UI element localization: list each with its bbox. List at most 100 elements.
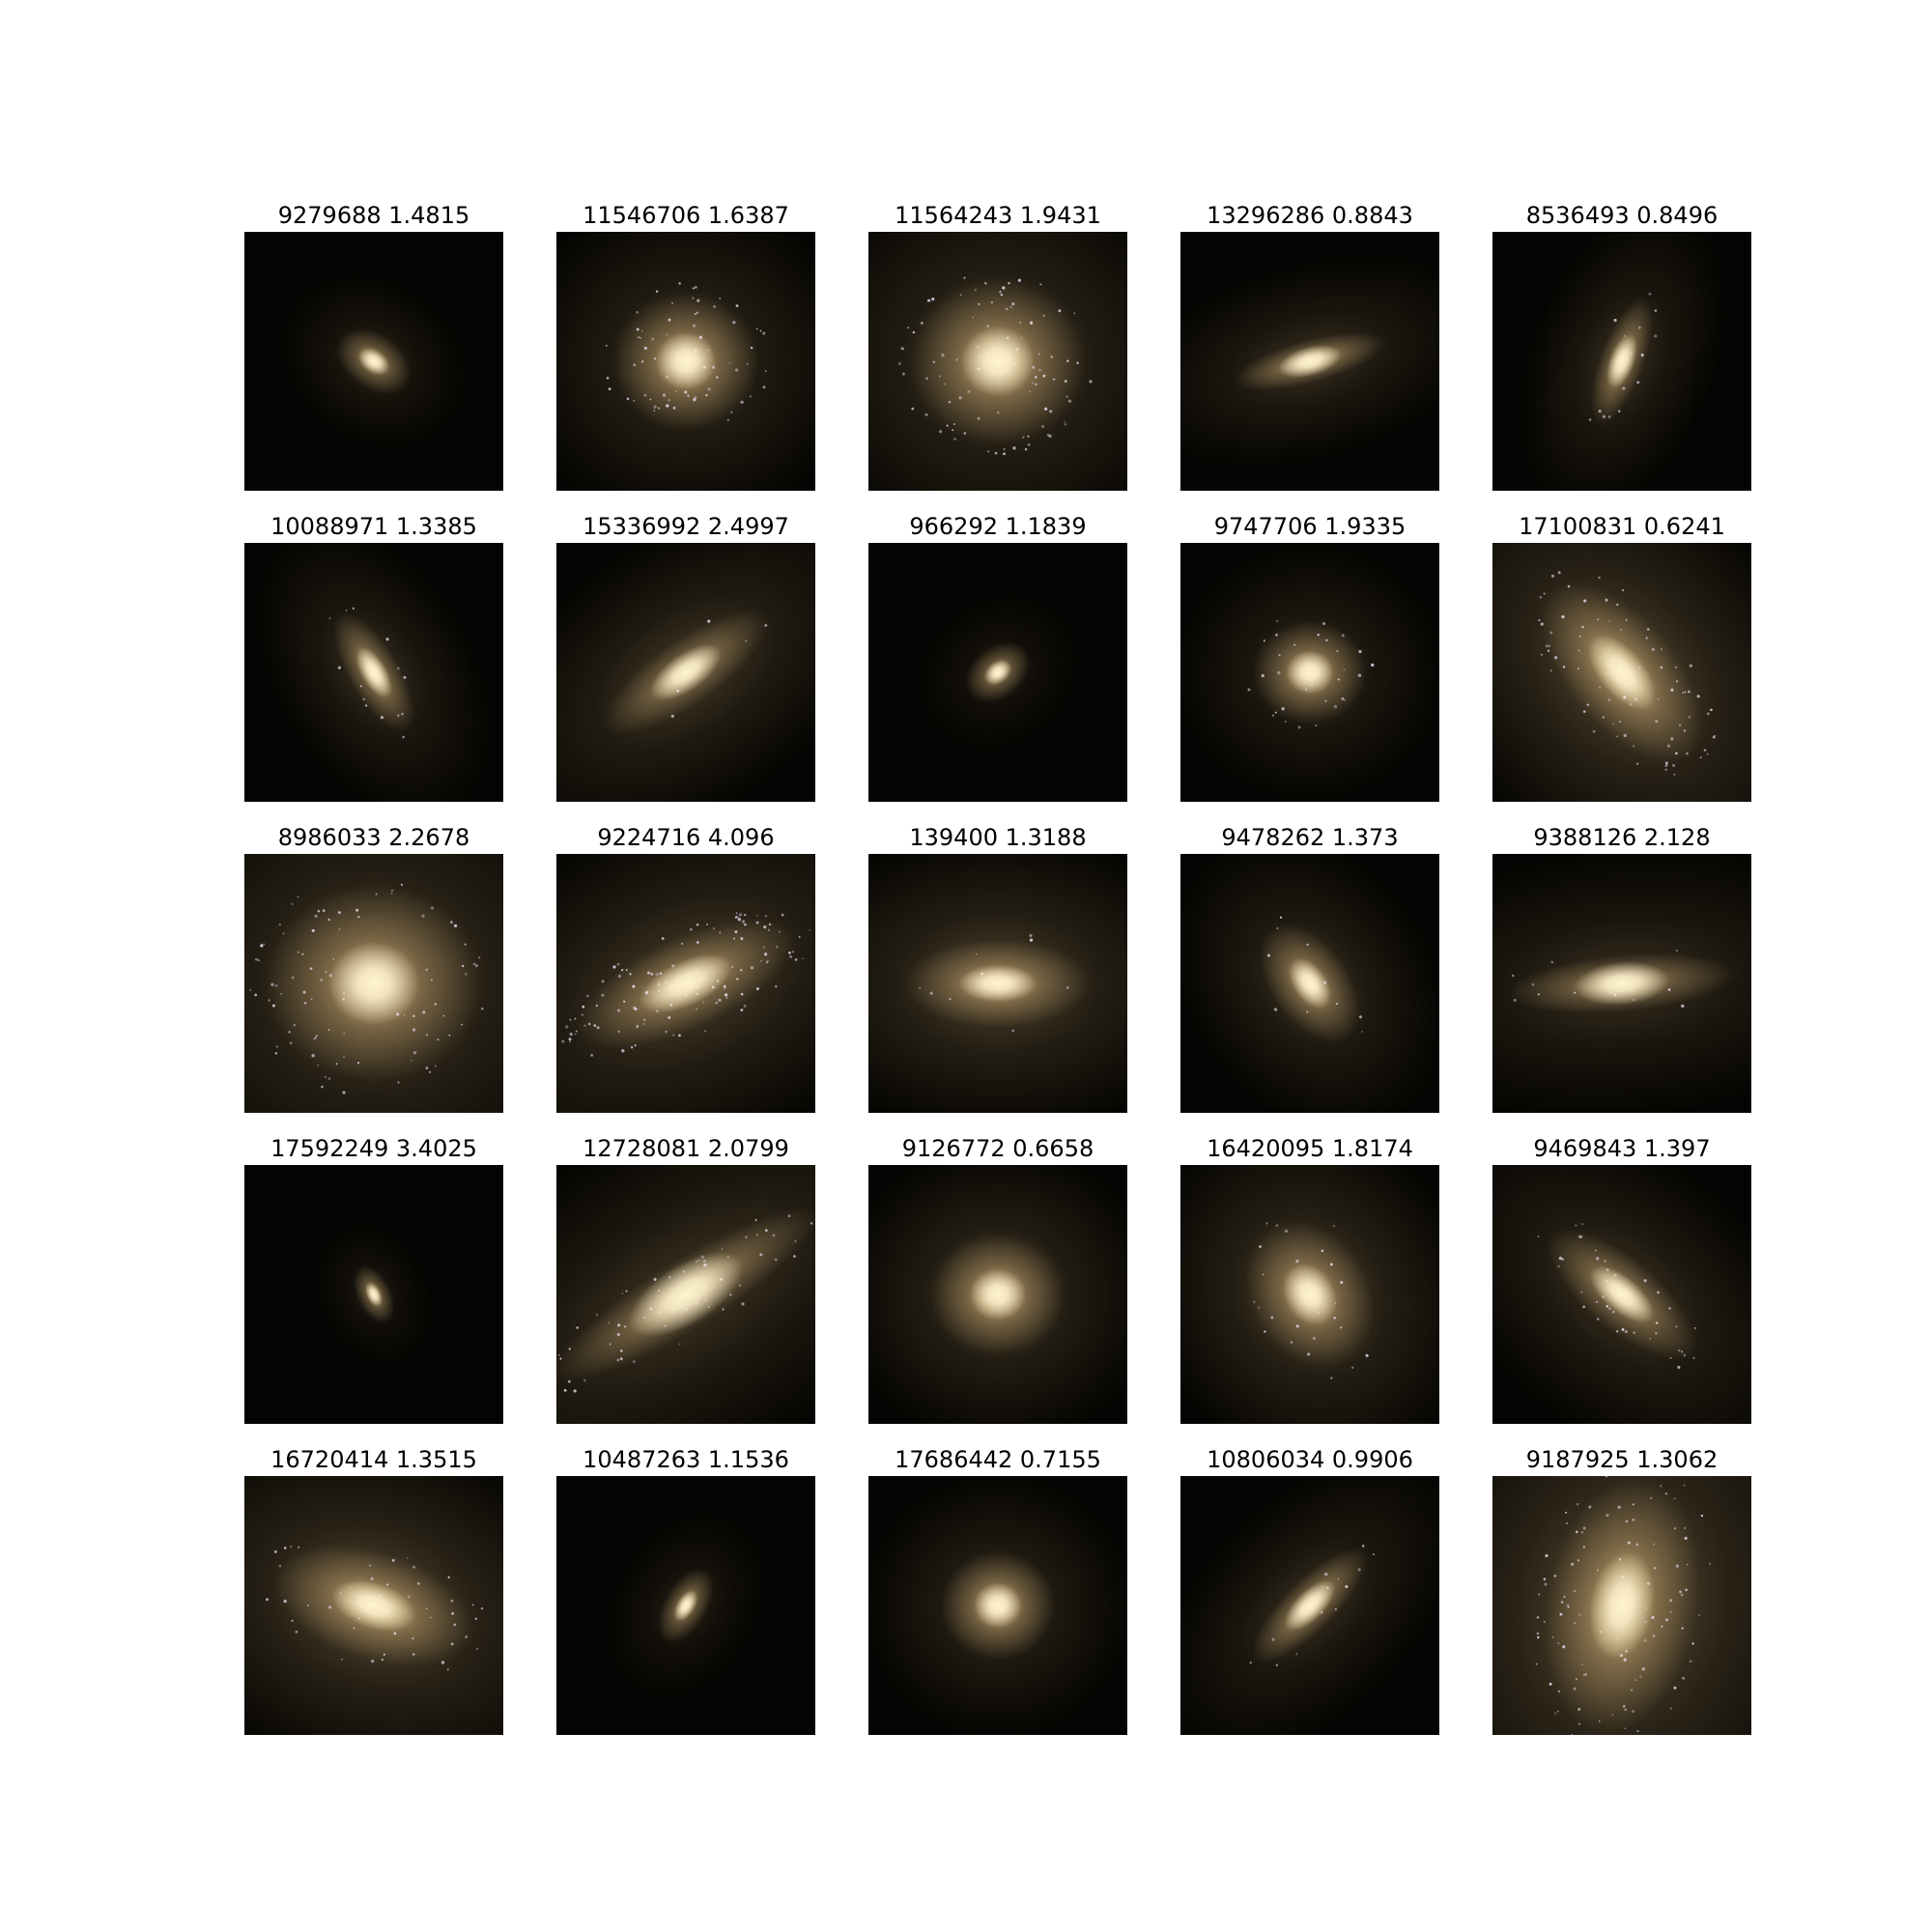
panel-title: 13296286 0.8843: [1142, 201, 1478, 230]
star-cluster: [696, 299, 699, 302]
star-cluster: [1358, 650, 1361, 653]
star-cluster: [1058, 309, 1061, 312]
star-cluster: [342, 1091, 345, 1094]
panel-title: 9388126 2.128: [1454, 823, 1790, 852]
star-cluster: [663, 393, 666, 396]
star-cluster: [320, 979, 323, 981]
star-cluster: [333, 958, 335, 960]
star-cluster: [729, 362, 731, 364]
galaxy-image: [1180, 854, 1439, 1113]
star-cluster: [730, 412, 732, 413]
galaxy-render: [868, 232, 1127, 491]
galaxy-image: [868, 1165, 1127, 1424]
galaxy-render: [1180, 543, 1439, 802]
galaxy-render: [868, 1476, 1127, 1735]
star-cluster: [301, 953, 303, 955]
star-cluster: [401, 884, 403, 886]
star-cluster: [919, 987, 921, 989]
galaxy-render: [1492, 232, 1751, 491]
star-cluster: [1344, 668, 1346, 670]
star-cluster: [276, 1045, 278, 1047]
star-cluster: [927, 299, 930, 302]
star-cluster: [732, 321, 735, 324]
star-cluster: [1019, 322, 1021, 324]
star-cluster: [327, 919, 329, 921]
galaxy-render: [1492, 854, 1751, 1113]
star-cluster: [376, 894, 378, 895]
star-cluster: [673, 407, 676, 410]
galaxy-render: [1180, 232, 1439, 491]
star-cluster: [666, 333, 668, 335]
star-cluster: [898, 362, 901, 365]
star-cluster: [1011, 302, 1014, 305]
galaxy-render: [1180, 1476, 1439, 1735]
star-cluster: [687, 395, 689, 397]
star-cluster: [1035, 376, 1037, 378]
galaxy-core: [961, 327, 1036, 397]
star-cluster: [1341, 697, 1344, 700]
star-cluster: [907, 327, 909, 328]
star-cluster: [1066, 360, 1068, 362]
star-cluster: [1009, 306, 1011, 308]
star-cluster: [1003, 453, 1006, 456]
panel-title: 9469843 1.397: [1454, 1134, 1790, 1163]
galaxy-image: [556, 1165, 815, 1424]
star-cluster: [1028, 443, 1031, 446]
star-cluster: [290, 1041, 293, 1044]
star-cluster: [478, 956, 480, 958]
star-cluster: [950, 998, 952, 1000]
star-cluster: [1066, 986, 1069, 989]
panel-title: 17100831 0.6241: [1454, 512, 1790, 541]
star-cluster: [1272, 715, 1274, 717]
galaxy-render: [244, 543, 503, 802]
star-cluster: [310, 967, 313, 970]
star-cluster: [1053, 378, 1055, 380]
star-cluster: [391, 890, 394, 893]
star-cluster: [933, 361, 935, 363]
star-cluster: [973, 317, 975, 319]
star-cluster: [762, 332, 765, 335]
panel-title: 12728081 2.0799: [518, 1134, 854, 1163]
galaxy-core: [958, 965, 1037, 1003]
star-cluster: [1293, 643, 1295, 645]
star-cluster: [693, 287, 695, 289]
galaxy-render: [556, 1476, 815, 1735]
star-cluster: [1048, 435, 1051, 438]
star-cluster: [644, 347, 647, 350]
star-cluster: [956, 359, 958, 361]
star-cluster: [997, 412, 1000, 414]
star-cluster: [747, 363, 749, 365]
star-cluster: [1342, 634, 1345, 637]
star-cluster: [736, 304, 739, 307]
star-cluster: [355, 909, 358, 912]
star-cluster: [431, 979, 433, 980]
panel-title: 966292 1.1839: [830, 512, 1166, 541]
galaxy-render: [244, 854, 503, 1113]
galaxy-image: [1180, 1476, 1439, 1735]
star-cluster: [929, 992, 932, 995]
star-cluster: [280, 993, 282, 995]
star-cluster: [1358, 674, 1361, 677]
star-cluster: [1065, 380, 1067, 383]
galaxy-image: [556, 232, 815, 491]
star-cluster: [422, 1010, 425, 1013]
star-cluster: [1285, 721, 1287, 723]
star-cluster: [1068, 400, 1071, 403]
star-cluster: [1051, 355, 1053, 357]
star-cluster: [249, 989, 251, 991]
star-cluster: [986, 325, 989, 327]
star-cluster: [991, 301, 993, 303]
star-cluster: [426, 1034, 428, 1036]
galaxy-image: [556, 543, 815, 802]
star-cluster: [638, 336, 639, 338]
star-cluster: [1042, 375, 1045, 378]
star-cluster: [302, 991, 305, 994]
panel-title: 11546706 1.6387: [518, 201, 854, 230]
star-cluster: [275, 1052, 277, 1054]
star-cluster: [321, 1086, 324, 1089]
star-cluster: [313, 1038, 315, 1040]
galaxy-image: [244, 232, 503, 491]
star-cluster: [641, 360, 643, 362]
star-cluster: [1073, 312, 1075, 314]
star-cluster: [1064, 421, 1065, 423]
